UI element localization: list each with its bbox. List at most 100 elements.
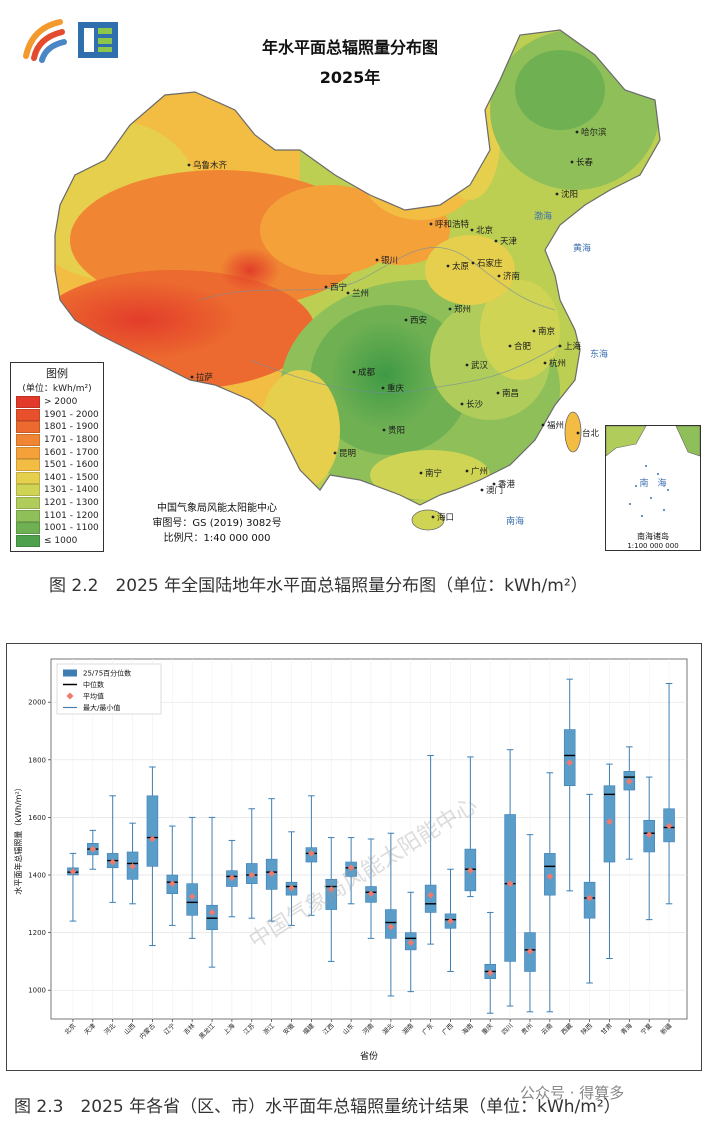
city-marker <box>382 428 386 432</box>
legend-swatch <box>16 509 40 522</box>
mean-marker <box>526 948 534 955</box>
x-tick-label: 四川 <box>500 1022 515 1037</box>
mean-marker <box>129 863 136 870</box>
y-tick-label: 2000 <box>28 699 46 707</box>
city-marker <box>570 160 574 164</box>
inset-sea-label: 南 海 <box>639 477 666 489</box>
box-西藏 <box>563 678 576 892</box>
legend-entry-label: 平均值 <box>83 692 104 701</box>
mean-marker <box>546 873 554 880</box>
footer-organization: 中国气象局风能太阳能中心 <box>157 503 277 514</box>
box-天津 <box>87 829 99 870</box>
mean-marker <box>288 884 295 892</box>
box-河北 <box>106 795 119 903</box>
inset-scale: 1:100 000 000 <box>627 542 679 550</box>
x-tick-label: 山东 <box>340 1021 355 1036</box>
x-tick-label: 甘肃 <box>599 1021 614 1036</box>
x-tick-label: 广西 <box>440 1021 455 1036</box>
logo <box>22 14 122 68</box>
inset-map: 南 海 <box>606 426 700 517</box>
y-tick-label: 1000 <box>28 987 46 995</box>
mean-marker <box>367 890 375 898</box>
x-tick-label: 江苏 <box>241 1021 256 1036</box>
legend-box-swatch <box>63 669 77 677</box>
mean-marker <box>467 867 474 874</box>
legend-label: > 2000 <box>44 397 78 408</box>
legend-title: 图例 <box>46 367 68 380</box>
x-tick-label: 宁夏 <box>638 1021 654 1037</box>
box-甘肃 <box>603 763 616 960</box>
city-label: 兰州 <box>352 288 369 299</box>
city-marker <box>346 291 350 295</box>
legend-label: 1201 - 1300 <box>44 498 99 509</box>
x-tick-label: 黑龙江 <box>197 1021 217 1041</box>
mean-marker <box>308 850 315 857</box>
legend-swatch <box>16 497 40 510</box>
box-江西 <box>325 837 338 962</box>
x-tick-label: 天津 <box>83 1021 98 1036</box>
city-marker <box>465 363 469 367</box>
city-marker <box>190 375 194 379</box>
mean-marker <box>407 939 415 946</box>
city-label: 台北 <box>582 428 600 439</box>
box-青海 <box>623 746 636 860</box>
box-山西 <box>126 822 139 905</box>
legend-label: 1701 - 1800 <box>44 435 99 446</box>
city-marker <box>404 318 408 322</box>
legend-label: 1301 - 1400 <box>44 485 99 496</box>
city-label: 沈阳 <box>561 189 578 200</box>
box-海南 <box>464 756 477 898</box>
city-marker <box>375 258 379 262</box>
legend-swatch <box>16 534 40 547</box>
city-marker <box>492 482 496 486</box>
mean-marker <box>665 822 673 830</box>
legend-row: ≤ 1000 <box>11 534 103 548</box>
map-legend: 图例 (单位：kWh/m²) > 2000 1901 - 2000 1801 - 1… <box>10 362 104 552</box>
legend-label: 1101 - 1200 <box>44 510 99 521</box>
mean-marker <box>387 923 395 931</box>
map-year: 2025年 <box>319 68 381 87</box>
sea-label: 南海 <box>506 515 524 527</box>
city-label: 拉萨 <box>196 372 214 383</box>
x-tick-label: 云南 <box>539 1021 554 1036</box>
map-panel: 乌鲁木齐 拉萨 西宁 兰州 银川 呼和浩特 北京 天津 太原 石家庄 济南 郑州 西安 成都 重庆 贵阳 昆明南… <box>0 0 708 556</box>
city-marker <box>496 391 500 395</box>
hainan-island <box>411 509 445 531</box>
legend-entry-label: 中位数 <box>83 680 104 689</box>
city-label: 北京 <box>476 225 493 236</box>
city-marker <box>431 515 435 519</box>
x-tick-label: 青海 <box>618 1021 634 1037</box>
legend-row: 1401 - 1500 <box>11 471 103 485</box>
account-watermark: 公众号 · 得算多 <box>520 1084 625 1102</box>
y-tick-label: 1600 <box>28 814 46 822</box>
city-label: 南宁 <box>425 468 442 479</box>
city-marker <box>555 192 559 196</box>
map-footer: 中国气象局风能太阳能中心 审图号：GS (2019) 3082号 比例尺：1:4… <box>132 501 302 546</box>
x-tick-label: 福建 <box>301 1021 317 1037</box>
x-tick-label: 上海 <box>221 1021 237 1037</box>
box-宁夏 <box>643 776 655 921</box>
x-tick-label: 湖南 <box>400 1021 415 1036</box>
iqr-box <box>206 904 218 931</box>
city-marker <box>187 163 191 167</box>
legend-label: 1401 - 1500 <box>44 472 99 483</box>
city-label: 昆明 <box>339 449 356 459</box>
legend-unit: (单位：kWh/m²) <box>22 384 92 394</box>
y-tick-label: 1400 <box>28 872 46 880</box>
river-line <box>249 344 561 393</box>
mean-marker <box>347 864 355 872</box>
city-label: 长春 <box>576 157 594 168</box>
city-label: 郑州 <box>454 304 471 315</box>
x-tick-label: 辽宁 <box>161 1021 176 1036</box>
city-label: 呼和浩特 <box>435 219 470 230</box>
south-china-sea-inset: 南 海 南海诸岛 1:100 000 000 <box>605 425 701 551</box>
city-marker <box>494 239 498 243</box>
city-marker <box>465 469 469 473</box>
footer-scale: 比例尺：1:40 000 000 <box>163 533 271 544</box>
legend-label: 1001 - 1100 <box>44 523 99 534</box>
mean-marker <box>586 894 593 902</box>
sea-label: 黄海 <box>573 242 591 254</box>
x-tick-label: 重庆 <box>479 1021 495 1037</box>
sun-wave-logo-icon <box>23 19 67 63</box>
